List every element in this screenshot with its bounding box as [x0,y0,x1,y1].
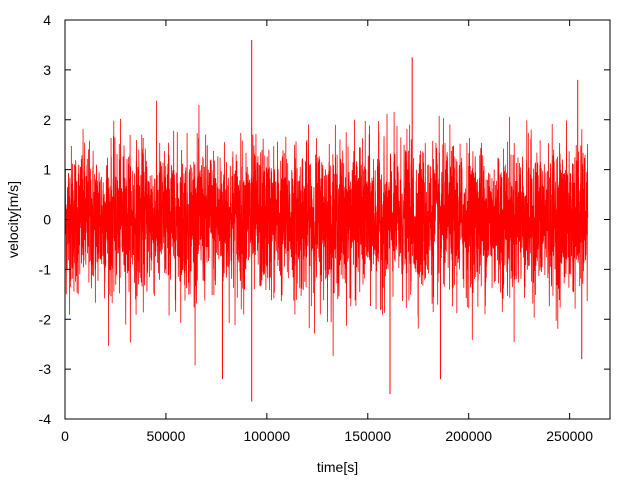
x-tick-label: 250000 [546,428,593,444]
y-tick-label: 0 [43,212,51,228]
x-tick-label: 150000 [344,428,391,444]
y-tick-label: -2 [39,311,52,327]
y-tick-label: -3 [39,361,52,377]
velocity-series-line [64,100,589,366]
y-axis-label: velocity[m/s] [5,181,21,258]
tick-layer: -4 -3 -2 -1 0 1 2 3 4 0 50000 100000 150000 200000 250… [39,12,610,444]
y-tick-label: 2 [43,112,51,128]
x-tick-label: 0 [61,428,69,444]
x-tick-label: 50000 [146,428,185,444]
y-tick-label: 4 [43,12,51,28]
x-tick-label: 100000 [243,428,290,444]
x-axis-label: time[s] [317,459,358,475]
x-tick-label: 200000 [445,428,492,444]
y-tick-label: -1 [39,261,52,277]
y-tick-label: 1 [43,162,51,178]
y-tick-label: 3 [43,62,51,78]
y-tick-label: -4 [39,411,52,427]
data-layer [64,39,589,402]
